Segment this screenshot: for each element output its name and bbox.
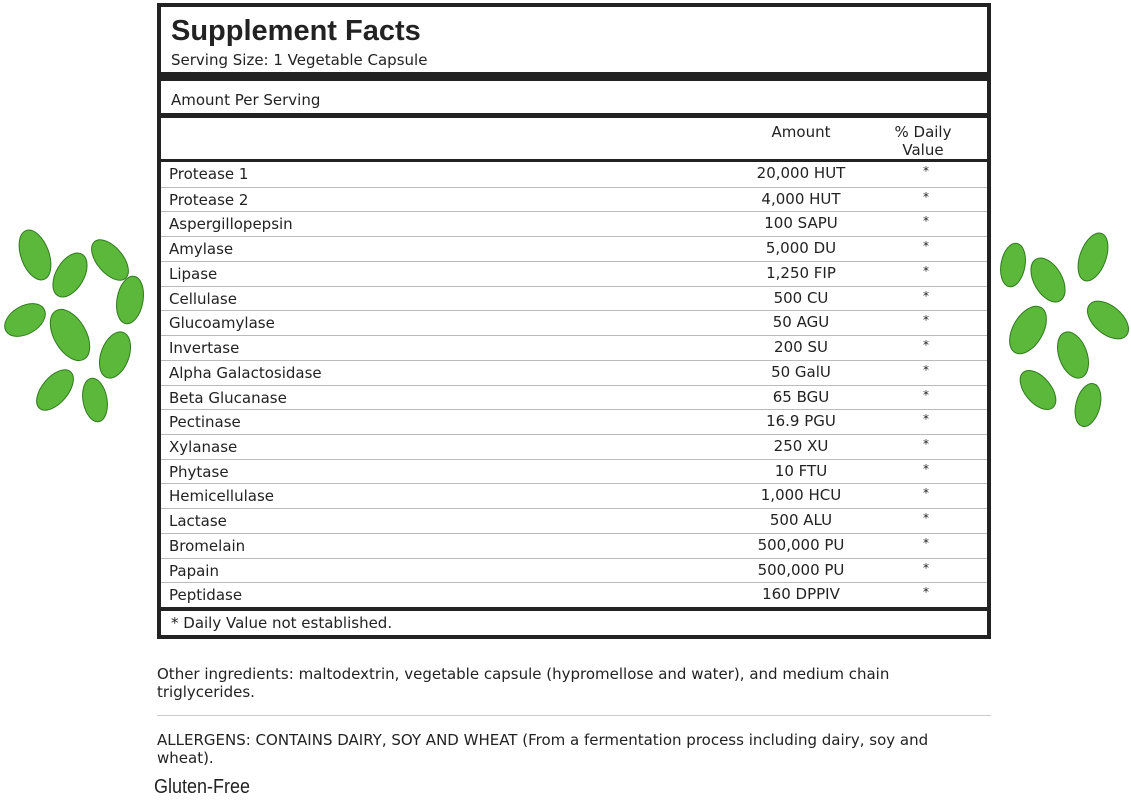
ingredient-amount: 16.9 PGU [766,412,836,431]
table-row: Protease 2 4,000 HUT * [161,186,987,213]
ingredient-amount: 50 GalU [771,362,831,381]
ingredient-amount: 1,250 FIP [766,263,836,282]
title: Supplement Facts [171,15,421,47]
ingredient-name: Cellulase [169,289,237,308]
facts-panel: Supplement Facts Serving Size: 1 Vegetab… [157,3,991,639]
ingredient-amount: 20,000 HUT [756,164,846,182]
daily-value: * [923,387,929,402]
table-row: Amylase 5,000 DU * [161,236,987,262]
daily-value: * [923,511,929,526]
daily-value: * [923,214,929,229]
daily-value: * [923,535,929,550]
table-row: Peptidase 160 DPPIV * [161,582,987,608]
ingredient-name: Phytase [169,462,229,481]
table-row: Beta Glucanase 65 BGU * [161,384,987,411]
ingredient-amount: 1,000 HCU [760,486,842,505]
other-ingredients: Other ingredients: maltodextrin, vegetab… [157,665,890,701]
rule [161,607,987,611]
ingredient-amount: 250 XU [773,436,829,455]
daily-value: * [923,263,929,278]
daily-value: * [923,189,929,204]
daily-value: * [923,560,929,575]
daily-value: * [923,585,929,600]
ingredient-amount: 500 ALU [769,511,833,530]
table-row: Protease 1 20,000 HUT * [161,162,987,187]
table-row: Invertase 200 SU * [161,335,987,361]
ingredient-amount: 65 BGU [772,387,830,406]
table-row: Lactase 500 ALU * [161,508,987,534]
table-row: Pectinase 16.9 PGU * [161,409,987,435]
ingredient-amount: 500,000 PU [757,560,845,579]
divider [157,715,991,716]
ingredient-name: Aspergillopepsin [169,215,293,234]
table-row: Bromelain 500,000 PU * [161,532,987,559]
table-row: Glucoamylase 50 AGU * [161,310,987,336]
daily-value: * [923,436,929,451]
ingredient-name: Bromelain [169,536,246,555]
table-row: Alpha Galactosidase 50 GalU * [161,359,987,386]
table-row: Xylanase 250 XU * [161,433,987,460]
daily-value: * [923,239,929,254]
ingredient-name: Xylanase [169,437,238,456]
amount-per-serving: Amount Per Serving [171,91,321,109]
thick-rule [161,72,987,81]
ingredient-name: Hemicellulase [169,487,275,506]
table-row: Phytase 10 FTU * [161,458,987,485]
ingredient-amount: 4,000 HUT [761,189,841,208]
daily-value: * [923,362,929,377]
daily-value: * [923,338,929,353]
ingredient-amount: 500 CU [773,288,829,307]
ingredient-amount: 5,000 DU [765,239,837,258]
daily-value: * [923,164,929,178]
table-row: Lipase 1,250 FIP * [161,260,987,287]
gluten-free: Gluten-Free [154,776,251,798]
serving-size: Serving Size: 1 Vegetable Capsule [171,51,428,69]
leaves-right [1000,232,1129,427]
ingredient-amount: 200 SU [774,338,828,357]
table-row: Hemicellulase 1,000 HCU * [161,483,987,509]
ingredient-amount: 100 SAPU [764,214,838,233]
daily-value: * [923,288,929,303]
daily-value: * [923,486,929,501]
footnote: * Daily Value not established. [171,614,393,632]
ingredient-name: Protease 1 [169,165,249,183]
ingredient-name: Beta Glucanase [169,388,287,407]
table-row: Aspergillopepsin 100 SAPU * [161,211,987,237]
ingredient-name: Peptidase [169,586,243,605]
daily-value: * [923,412,929,427]
ingredient-amount: 160 DPPIV [762,585,840,604]
ingredient-name: Protease 2 [169,190,249,209]
rule [161,113,987,118]
ingredient-name: Glucoamylase [169,314,275,333]
ingredient-name: Pectinase [169,413,241,432]
ingredient-name: Lactase [169,512,227,531]
table-row: Papain 500,000 PU * [161,557,987,584]
ingredient-name: Lipase [169,264,218,283]
ingredient-name: Amylase [169,240,234,259]
ingredient-amount: 500,000 PU [757,535,845,554]
ingredient-name: Alpha Galactosidase [169,363,322,382]
ingredient-amount: 10 FTU [774,461,828,480]
ingredient-name: Papain [169,561,219,580]
ingredient-amount: 50 AGU [772,313,830,332]
ingredient-name: Invertase [169,339,240,358]
daily-value: * [923,461,929,476]
allergens: ALLERGENS: CONTAINS DAIRY, SOY AND WHEAT… [157,731,929,767]
leaves-left [4,229,144,423]
rule [161,159,987,162]
column-header: Amount [771,123,831,141]
column-header: % Daily Value [894,123,952,159]
daily-value: * [923,313,929,328]
table-row: Cellulase 500 CU * [161,285,987,312]
